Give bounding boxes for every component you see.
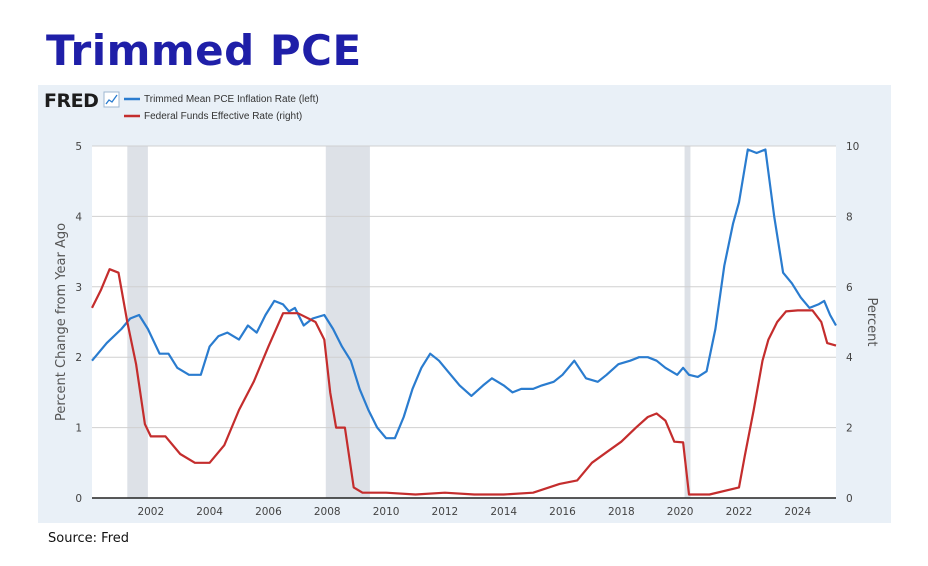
y-tick-label-right: 2: [846, 423, 853, 435]
x-tick-label: 2012: [432, 506, 459, 518]
series-lines: [91, 148, 837, 496]
y-tick-label-right: 6: [846, 282, 853, 294]
legend-label-trimmed-pce: Trimmed Mean PCE Inflation Rate (left): [144, 94, 319, 105]
series-line-1: [91, 268, 837, 496]
legend: Trimmed Mean PCE Inflation Rate (left) F…: [124, 94, 319, 122]
slide-title: Trimmed PCE: [46, 26, 362, 75]
x-tick-label: 2014: [490, 506, 517, 518]
y-tick-label-left: 4: [75, 211, 82, 223]
legend-label-fed-funds: Federal Funds Effective Rate (right): [144, 111, 302, 122]
source-note: Source: Fred: [48, 531, 130, 546]
tick-labels: 2002 2004 2006 2008 2010 2012 2014 2016 2018 2020…: [75, 141, 859, 518]
series-line-0: [91, 148, 837, 440]
y-tick-label-left: 3: [75, 282, 82, 294]
x-tick-label: 2024: [784, 506, 811, 518]
x-tick-label: 2002: [137, 506, 164, 518]
x-tick-label: 2016: [549, 506, 576, 518]
plot-area: [92, 146, 836, 498]
recession-band-2: [684, 146, 691, 498]
x-tick-label: 2004: [196, 506, 223, 518]
y-axis-right-label: Percent: [864, 298, 879, 347]
fred-chart: 2002 2004 2006 2008 2010 2012 2014 2016 2018 2020…: [44, 90, 879, 518]
fred-chart-icon: [103, 91, 120, 108]
x-tick-label: 2020: [667, 506, 694, 518]
y-tick-label-right: 4: [846, 352, 853, 364]
y-axis-left-label: Percent Change from Year Ago: [54, 223, 69, 421]
x-tick-label: 2022: [726, 506, 753, 518]
x-tick-label: 2008: [314, 506, 341, 518]
chart-panel: 2002 2004 2006 2008 2010 2012 2014 2016 2018 2020…: [38, 85, 891, 523]
x-tick-label: 2006: [255, 506, 282, 518]
y-tick-label-left: 5: [75, 141, 82, 153]
y-tick-label-left: 1: [75, 423, 82, 435]
y-tick-label-left: 0: [75, 493, 82, 505]
recession-band-1: [325, 146, 370, 498]
x-tick-label: 2010: [373, 506, 400, 518]
y-tick-label-right: 0: [846, 493, 853, 505]
recession-bands: [127, 146, 691, 498]
y-tick-label-right: 8: [846, 211, 853, 223]
fred-logo: FRED: [44, 90, 98, 112]
gridlines: [92, 145, 836, 499]
y-tick-label-left: 2: [75, 352, 82, 364]
y-tick-label-right: 10: [846, 141, 859, 153]
x-tick-label: 2018: [608, 506, 635, 518]
